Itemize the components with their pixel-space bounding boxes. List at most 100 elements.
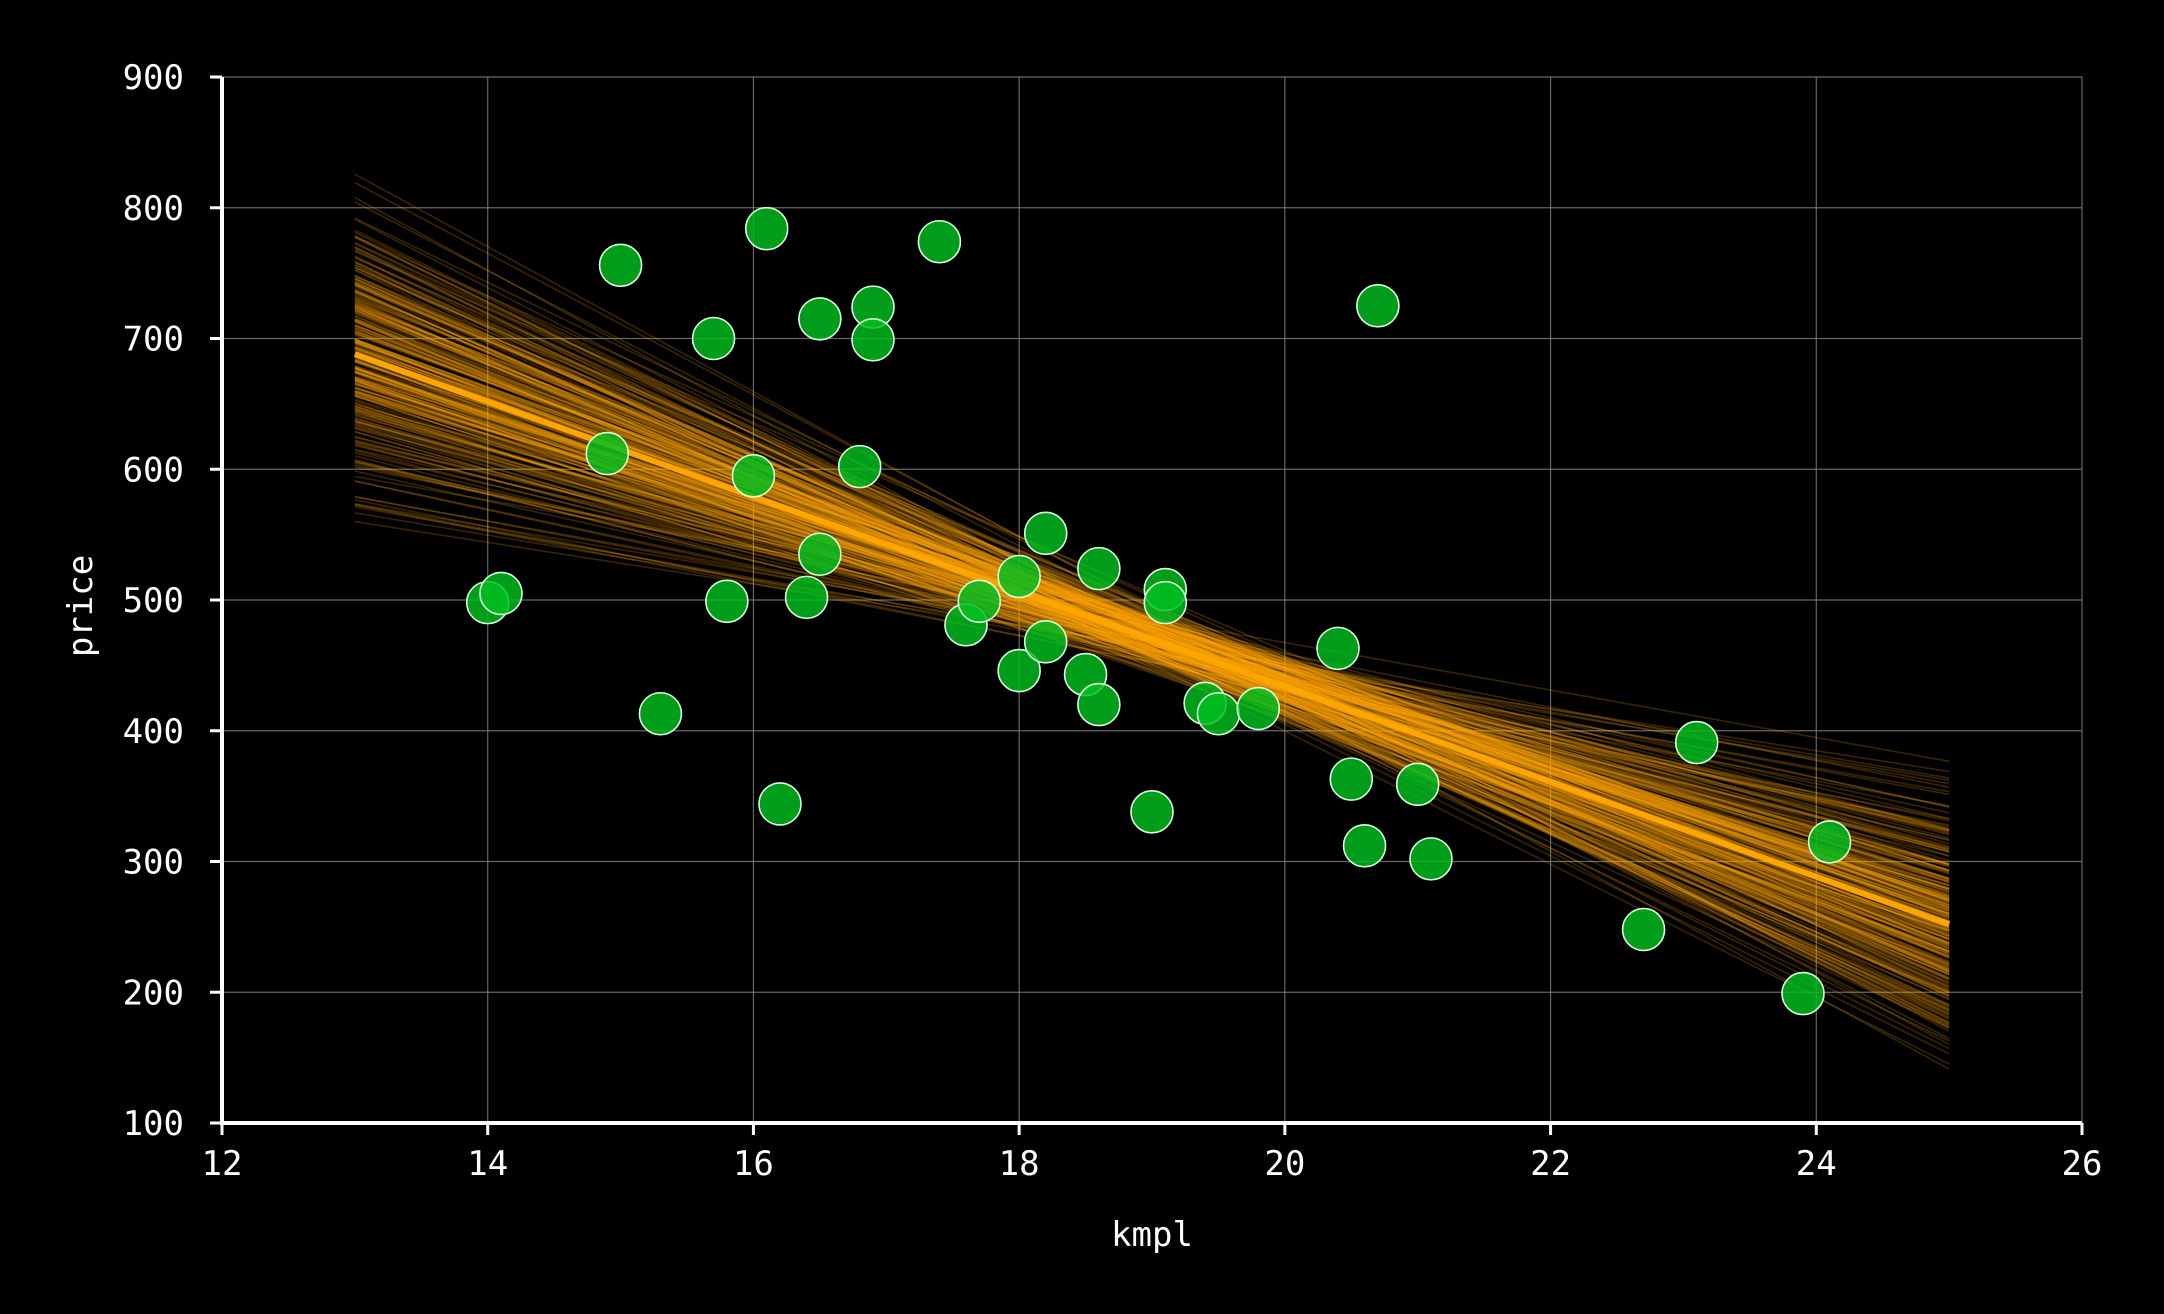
uncertainty-line — [354, 427, 1950, 887]
data-point — [851, 318, 895, 362]
uncertainty-line — [354, 319, 1950, 945]
uncertainty-line — [354, 444, 1950, 841]
y-axis-title: price — [61, 555, 101, 657]
uncertainty-line — [354, 395, 1950, 923]
uncertainty-line — [354, 462, 1950, 841]
data-point — [1395, 762, 1440, 807]
uncertainty-line — [354, 415, 1950, 840]
data-point — [638, 691, 683, 736]
uncertainty-line — [354, 284, 1950, 1029]
data-point — [1236, 686, 1281, 731]
y-tick-label: 300 — [123, 843, 184, 883]
data-point — [1196, 691, 1241, 736]
data-point — [598, 243, 643, 288]
uncertainty-line — [354, 470, 1950, 832]
uncertainty-line — [354, 255, 1950, 998]
uncertainty-line — [354, 401, 1950, 945]
uncertainty-line — [354, 319, 1950, 993]
uncertainty-line — [354, 410, 1950, 932]
data-point — [957, 579, 1002, 624]
uncertainty-line — [354, 327, 1950, 937]
uncertainty-line — [354, 386, 1950, 901]
uncertainty-line — [354, 306, 1950, 959]
uncertainty-line — [354, 278, 1950, 985]
data-point — [1807, 820, 1852, 864]
uncertainty-line — [354, 384, 1950, 912]
data-point — [744, 206, 789, 251]
uncertainty-line — [354, 246, 1950, 1050]
data-point — [1674, 720, 1719, 765]
uncertainty-line — [354, 284, 1950, 974]
uncertainty-line — [354, 407, 1950, 893]
uncertainty-line — [354, 236, 1950, 1016]
uncertainty-line — [354, 417, 1950, 868]
uncertainty-line — [354, 218, 1950, 1040]
x-axis-title: kmpl — [1111, 1215, 1193, 1255]
uncertainty-line — [354, 480, 1950, 828]
uncertainty-line — [354, 427, 1950, 835]
uncertainty-line — [354, 320, 1950, 988]
uncertainty-line — [354, 275, 1950, 1020]
uncertainty-line — [354, 391, 1950, 898]
uncertainty-line — [354, 242, 1950, 1007]
uncertainty-line — [354, 266, 1950, 997]
uncertainty-line — [354, 460, 1950, 857]
uncertainty-line — [354, 458, 1950, 866]
data-point — [997, 648, 1041, 693]
uncertainty-line — [354, 235, 1950, 1030]
uncertainty-line — [354, 417, 1950, 887]
x-tick-label: 12 — [202, 1144, 243, 1184]
uncertainty-line — [354, 327, 1950, 914]
uncertainty-line — [354, 436, 1950, 832]
uncertainty-line — [354, 280, 1950, 976]
y-tick-label: 100 — [123, 1104, 184, 1144]
uncertainty-line — [354, 260, 1950, 1027]
uncertainty-line — [354, 393, 1950, 902]
uncertainty-line — [354, 288, 1950, 997]
uncertainty-line — [354, 389, 1950, 933]
uncertainty-line — [354, 292, 1950, 1012]
uncertainty-line — [354, 431, 1950, 890]
uncertainty-line — [354, 249, 1950, 1018]
uncertainty-line — [354, 291, 1950, 971]
data-point — [798, 532, 842, 577]
uncertainty-line — [354, 379, 1950, 933]
uncertainty-line — [354, 442, 1950, 867]
uncertainty-line — [354, 449, 1950, 851]
data-point — [837, 444, 882, 489]
uncertainty-line — [354, 310, 1950, 948]
data-point — [1143, 580, 1188, 625]
data-point — [731, 453, 776, 498]
uncertainty-line — [354, 305, 1950, 1010]
data-point — [1409, 837, 1453, 881]
uncertainty-line — [354, 341, 1950, 900]
uncertainty-line — [354, 409, 1950, 879]
uncertainty-line — [354, 379, 1950, 965]
uncertainty-line — [354, 307, 1950, 945]
uncertainty-line — [354, 394, 1950, 932]
uncertainty-line — [354, 423, 1950, 883]
data-point — [1077, 682, 1121, 727]
uncertainty-line — [354, 395, 1950, 929]
y-tick-label: 600 — [123, 450, 184, 490]
x-tick-label: 18 — [999, 1144, 1040, 1184]
uncertainty-line — [354, 307, 1950, 981]
uncertainty-line — [354, 338, 1950, 906]
uncertainty-line — [354, 413, 1950, 849]
uncertainty-line — [354, 460, 1950, 831]
data-point — [585, 431, 630, 476]
uncertainty-line — [354, 332, 1950, 915]
uncertainty-line — [354, 269, 1950, 1042]
y-tick-label: 800 — [123, 189, 184, 229]
uncertainty-line — [354, 311, 1950, 953]
uncertainty-line — [354, 277, 1950, 1010]
uncertainty-line — [354, 290, 1950, 970]
x-tick-label: 22 — [1530, 1144, 1571, 1184]
uncertainty-line — [354, 318, 1950, 1000]
data-point — [705, 579, 749, 624]
x-tick-label: 20 — [1264, 1144, 1305, 1184]
uncertainty-line — [354, 295, 1950, 974]
uncertainty-line — [354, 298, 1950, 1015]
uncertainty-line — [354, 229, 1950, 1024]
uncertainty-line — [354, 276, 1950, 967]
